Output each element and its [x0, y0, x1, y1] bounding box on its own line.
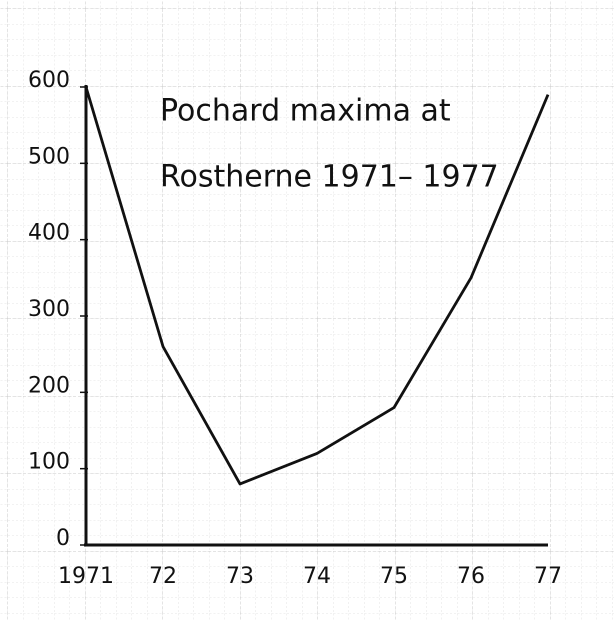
y-tick-label: 100	[28, 450, 70, 475]
y-tick-label: 300	[28, 297, 70, 322]
x-tick-label: 75	[380, 564, 408, 589]
x-tick-label: 77	[534, 564, 562, 589]
chart-title-line-1: Pochard maxima at	[160, 94, 451, 129]
x-tick-label: 1971	[58, 564, 114, 589]
y-tick-label: 400	[28, 221, 70, 246]
y-tick-label: 200	[28, 373, 70, 398]
x-tick-label: 76	[457, 564, 485, 589]
chart-title-line-2: Rostherne 1971– 1977	[160, 160, 499, 195]
y-tick-label: 500	[28, 144, 70, 169]
x-tick-label: 73	[226, 564, 254, 589]
data-line	[84, 86, 550, 486]
y-tick-label: 0	[56, 526, 70, 551]
x-tick-label: 72	[149, 564, 177, 589]
y-tick-label: 600	[28, 68, 70, 93]
x-tick-label: 74	[303, 564, 331, 589]
